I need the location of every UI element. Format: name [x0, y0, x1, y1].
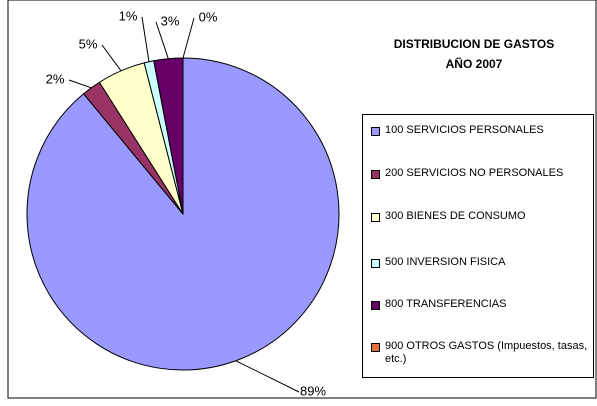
leader-line [182, 17, 195, 59]
legend-label: 500 INVERSION FISICA [385, 256, 506, 268]
legend-swatch [371, 170, 380, 179]
legend-item: 500 INVERSION FISICA [371, 256, 593, 269]
leader-line [101, 44, 122, 72]
leader-line [141, 16, 150, 62]
legend-item: 800 TRANSFERENCIAS [371, 298, 593, 311]
leader-line [155, 21, 169, 59]
legend-item: 200 SERVICIOS NO PERSONALES [371, 167, 593, 180]
leader-line [68, 79, 92, 89]
legend-swatch [371, 127, 380, 136]
legend-item: 100 SERVICIOS PERSONALES [371, 124, 593, 137]
leader-line [235, 360, 300, 393]
legend-swatch [371, 259, 380, 268]
data-label: 1% [119, 8, 138, 23]
legend-label: 900 OTROS GASTOS (Impuestos, tasas, etc.… [385, 340, 588, 365]
legend-swatch [371, 343, 380, 352]
legend-item: 900 OTROS GASTOS (Impuestos, tasas, etc.… [371, 340, 593, 366]
data-label: 5% [79, 36, 98, 51]
legend-label: 100 SERVICIOS PERSONALES [385, 124, 544, 136]
legend-item: 300 BIENES DE CONSUMO [371, 210, 593, 223]
legend: 100 SERVICIOS PERSONALES 200 SERVICIOS NO… [362, 114, 594, 378]
data-label: 89% [300, 383, 326, 398]
legend-label: 300 BIENES DE CONSUMO [385, 210, 526, 222]
legend-label: 200 SERVICIOS NO PERSONALES [385, 167, 564, 179]
data-label: 0% [199, 9, 218, 24]
data-label: 2% [46, 71, 65, 86]
legend-swatch [371, 213, 380, 222]
legend-swatch [371, 301, 380, 310]
chart-title: AÑO 2007 [446, 56, 503, 71]
legend-label: 800 TRANSFERENCIAS [385, 298, 507, 310]
data-label: 3% [161, 13, 180, 28]
chart-title: DISTRIBUCION DE GASTOS [394, 37, 554, 51]
